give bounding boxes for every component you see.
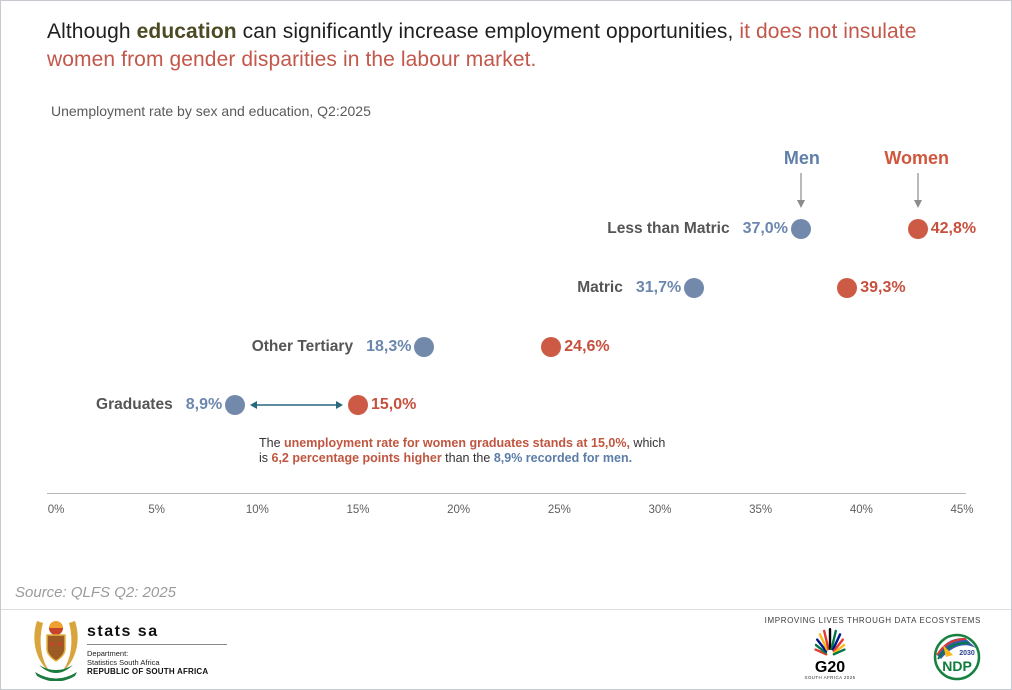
legend-arrow-women-icon [913, 173, 922, 208]
statssa-brand: stats sa [87, 623, 159, 640]
gap-arrow-icon [250, 401, 344, 409]
annotation-women-stat: unemployment rate for women graduates st… [284, 436, 630, 450]
g20-protea-icon [814, 628, 846, 656]
x-tick-label: 5% [148, 504, 165, 516]
chart-row: Other Tertiary 18,3% 24,6% [1, 336, 1011, 358]
statssa-dept-line3: REPUBLIC OF SOUTH AFRICA [87, 667, 209, 676]
legend-label-women: Women [884, 148, 950, 168]
category-label: Other Tertiary [251, 338, 354, 355]
men-value-label: 31,7% [635, 279, 682, 296]
category-label: Less than Matric [607, 220, 730, 237]
page-title: Although education can significantly inc… [47, 18, 977, 74]
g20-subtitle: SOUTH AFRICA 2025 [804, 675, 856, 680]
title-education-highlight: education [136, 20, 237, 43]
women-value-label: 42,8% [930, 220, 977, 237]
men-value-label: 18,3% [366, 338, 412, 355]
chart-row: Matric 31,7% 39,3% [1, 277, 1011, 299]
chart-subtitle: Unemployment rate by sex and education, … [51, 103, 371, 119]
women-dot [907, 219, 928, 239]
annotation-part-2: which is [259, 436, 666, 465]
x-tick-label: 0% [47, 504, 65, 516]
ndp-logo: 2030 NDP [933, 633, 981, 681]
x-tick-label: 10% [245, 504, 269, 516]
title-part-2: can significantly increase employment op… [236, 20, 740, 43]
row-left-group: Matric 31,7% [577, 277, 681, 299]
statssa-rule [87, 644, 227, 645]
category-label: Graduates [96, 396, 173, 413]
chart-row: Less than Matric 37,0% 42,8% [1, 218, 1011, 240]
g20-label: G20 [814, 659, 846, 676]
annotation-gap-stat: 6,2 percentage points higher [271, 451, 442, 465]
x-tick-label: 15% [346, 504, 370, 516]
x-tick-label: 20% [447, 504, 471, 516]
row-left-group: Less than Matric 37,0% [607, 218, 788, 240]
graduates-annotation: The unemployment rate for women graduate… [259, 436, 669, 466]
men-value-label: 37,0% [742, 220, 788, 237]
statssa-wordmark: stats sa Department: Statistics South Af… [87, 623, 257, 677]
ndp-label: NDP [942, 658, 972, 674]
x-tick-label: 30% [648, 504, 672, 516]
category-label: Matric [577, 279, 623, 296]
women-dot [348, 395, 368, 415]
statssa-dept-line1: Department: [87, 649, 129, 658]
annotation-part-3: than the [441, 451, 494, 465]
women-dot [541, 337, 562, 357]
g20-logo: G20 SOUTH AFRICA 2025 [801, 627, 859, 680]
title-warning-part: it does not insulate women from gender d… [47, 20, 917, 71]
x-tick-label: 25% [547, 504, 571, 516]
legend-arrow-men-icon [796, 173, 805, 208]
x-tick-label: 35% [749, 504, 773, 516]
x-axis-line [47, 493, 966, 494]
men-dot [684, 278, 705, 298]
chart-row: Graduates 8,9% 15,0% [1, 394, 1011, 416]
women-value-label: 24,6% [564, 338, 610, 355]
source-text: Source: QLFS Q2: 2025 [15, 584, 176, 601]
ndp-year: 2030 [959, 650, 975, 657]
annotation-men-stat: 8,9% recorded for men. [493, 451, 633, 465]
men-value-label: 8,9% [185, 396, 223, 413]
x-tick-label: 40% [849, 504, 873, 516]
men-dot [225, 395, 246, 415]
annotation-part-1: The [259, 436, 285, 450]
women-dot [837, 278, 858, 298]
row-left-group: Graduates 8,9% [96, 394, 222, 416]
row-left-group: Other Tertiary 18,3% [252, 336, 412, 358]
coat-of-arms-logo [34, 621, 78, 681]
women-value-label: 39,3% [860, 279, 906, 296]
men-dot [414, 337, 435, 357]
footer-tagline: IMPROVING LIVES THROUGH DATA ECOSYSTEMS [764, 616, 981, 625]
men-dot [790, 219, 811, 239]
x-tick-label: 45% [950, 504, 974, 516]
legend-label-men: Men [783, 148, 820, 168]
footer-divider [1, 609, 1011, 610]
women-value-label: 15,0% [371, 396, 417, 413]
title-part-1: Although [47, 20, 137, 43]
statssa-dept-line2: Statistics South Africa [87, 658, 160, 667]
